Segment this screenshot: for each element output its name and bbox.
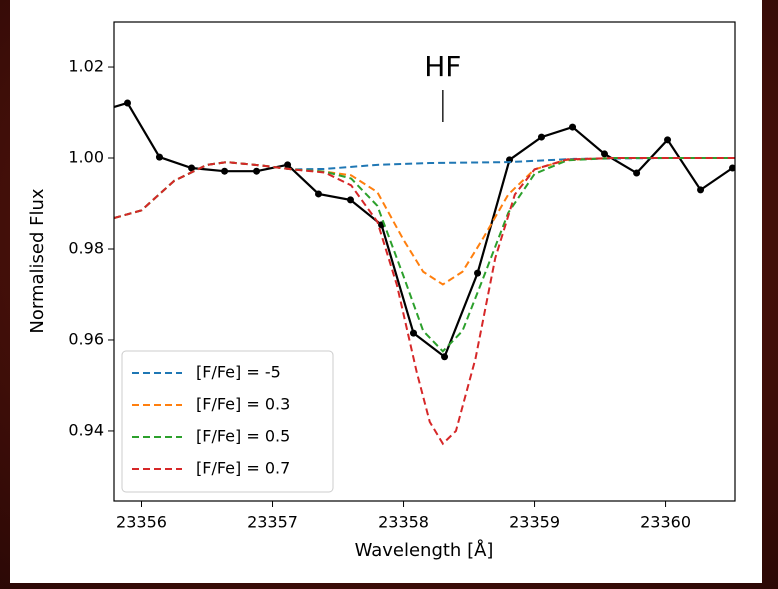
legend-label: [F/Fe] = -5 xyxy=(196,363,281,382)
data-point xyxy=(474,269,482,277)
data-point xyxy=(409,329,417,337)
data-point xyxy=(315,190,323,198)
x-tick-label: 23359 xyxy=(509,513,560,532)
x-axis-label: Wavelength [Å] xyxy=(355,539,494,561)
data-point xyxy=(537,133,545,141)
x-tick-label: 23360 xyxy=(640,513,691,532)
data-point xyxy=(188,164,196,172)
data-point xyxy=(729,164,735,172)
plot-area xyxy=(114,99,735,446)
annotation: HF xyxy=(424,50,461,83)
y-axis-label: Normalised Flux xyxy=(27,188,48,333)
data-point xyxy=(633,169,641,177)
data-point xyxy=(253,167,261,175)
data-point xyxy=(284,161,292,169)
legend-box xyxy=(121,350,334,493)
data-point xyxy=(569,123,577,131)
x-tick-label: 23358 xyxy=(378,513,429,532)
x-tick-label: 23356 xyxy=(116,513,167,532)
axes-frame xyxy=(113,21,736,502)
data-point xyxy=(601,150,609,158)
data-point xyxy=(664,136,672,144)
y-tick-label: 0.96 xyxy=(68,329,104,348)
data-point xyxy=(221,167,229,175)
legend-label: [F/Fe] = 0.7 xyxy=(196,459,290,478)
data-point xyxy=(441,353,449,361)
figure xyxy=(10,0,762,583)
data-point xyxy=(155,153,163,161)
y-tick-label: 0.98 xyxy=(68,238,104,257)
legend-label: [F/Fe] = 0.5 xyxy=(196,427,290,446)
y-tick-label: 0.94 xyxy=(68,420,104,439)
y-tick-label: 1.02 xyxy=(68,57,104,76)
y-tick-label: 1.00 xyxy=(68,148,104,167)
x-tick-label: 23357 xyxy=(247,513,298,532)
legend-label: [F/Fe] = 0.3 xyxy=(196,395,290,414)
data-point xyxy=(697,186,705,194)
data-point xyxy=(123,99,131,107)
data-point xyxy=(346,196,354,204)
series-line xyxy=(114,157,735,446)
